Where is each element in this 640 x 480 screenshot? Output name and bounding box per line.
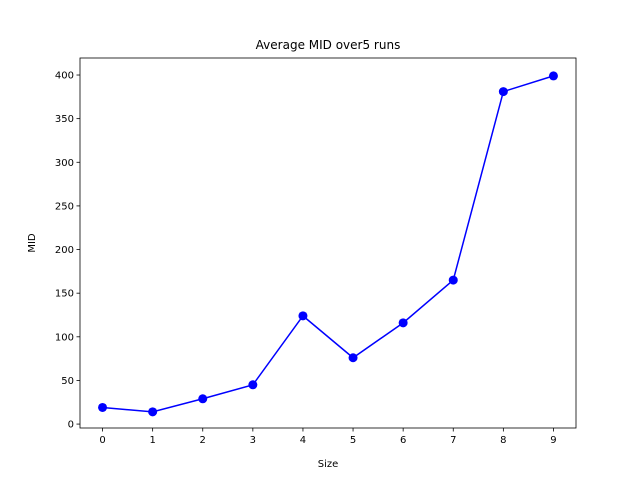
y-tick-label: 300 [55, 158, 74, 169]
x-tick-label: 8 [500, 435, 506, 446]
data-point [198, 394, 208, 404]
y-axis-label: MID [27, 233, 38, 253]
data-point [298, 311, 308, 321]
x-tick-label: 7 [450, 435, 456, 446]
data-point [98, 402, 108, 412]
chart-title: Average MID over5 runs [256, 38, 401, 52]
y-tick-label: 0 [68, 420, 74, 431]
data-point [348, 353, 358, 363]
y-tick-label: 250 [55, 201, 74, 212]
x-tick-label: 6 [400, 435, 406, 446]
x-tick-label: 2 [200, 435, 206, 446]
y-axis-ticks: 0 50 100 150 200 250 300 350 400 [55, 71, 80, 431]
x-tick-label: 9 [550, 435, 556, 446]
data-point [448, 275, 458, 285]
data-point [248, 380, 258, 390]
y-tick-label: 400 [55, 71, 74, 82]
data-point [398, 318, 408, 328]
x-tick-label: 1 [149, 435, 155, 446]
y-tick-label: 150 [55, 289, 74, 300]
data-point [498, 87, 508, 97]
x-axis-ticks: 0 1 2 3 4 5 6 7 8 9 [99, 428, 557, 446]
plot-area [80, 58, 576, 428]
y-tick-label: 200 [55, 245, 74, 256]
data-point [148, 407, 158, 417]
x-axis-label: Size [318, 459, 339, 470]
x-tick-label: 0 [99, 435, 105, 446]
x-tick-label: 5 [350, 435, 356, 446]
plot-frame [79, 57, 577, 429]
y-tick-label: 50 [61, 376, 74, 387]
x-tick-label: 3 [250, 435, 256, 446]
y-tick-label: 350 [55, 114, 74, 125]
series-markers [98, 71, 558, 417]
y-tick-label: 100 [55, 332, 74, 343]
x-tick-label: 4 [300, 435, 306, 446]
series-line [102, 75, 554, 413]
data-point [548, 71, 558, 81]
